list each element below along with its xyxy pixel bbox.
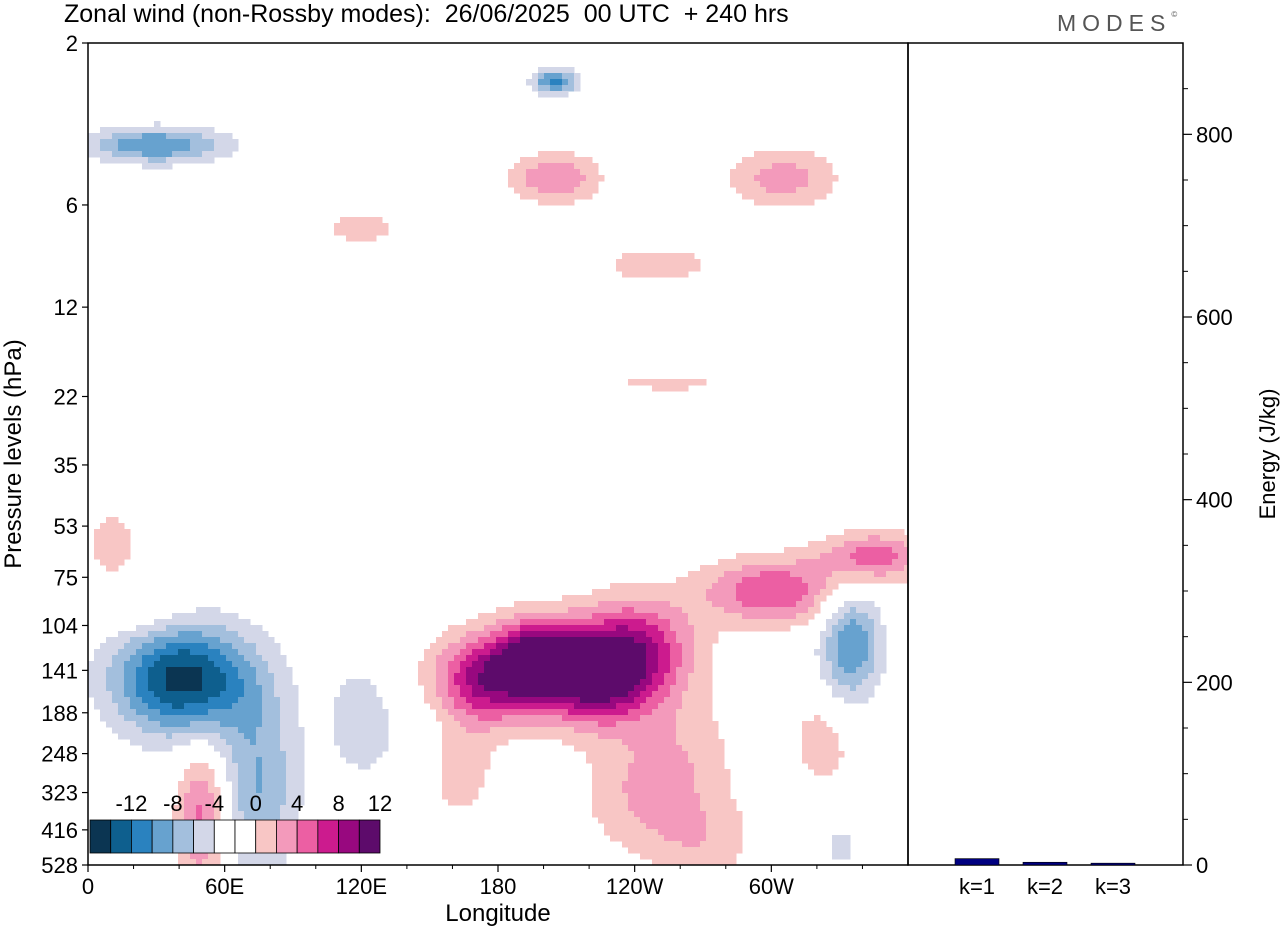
colorbar-swatch [110, 819, 132, 854]
y-tick-label: 53 [54, 514, 78, 539]
y-tick-label: 416 [41, 818, 78, 843]
x-axis-label: Longitude [445, 900, 550, 927]
x-tick-label: 60W [749, 874, 794, 899]
y-tick-label: 75 [54, 565, 78, 590]
colorbar-label: -12 [116, 791, 148, 816]
energy-category-label: k=2 [1027, 874, 1063, 899]
colorbar-swatch [172, 819, 194, 854]
colorbar-swatch [296, 819, 319, 854]
colorbar-swatch [317, 819, 339, 854]
energy-tick-label: 0 [1196, 853, 1208, 878]
x-tick-label: 180 [480, 874, 517, 899]
y-tick-label: 141 [41, 658, 78, 683]
colorbar-label: 12 [368, 791, 392, 816]
y-tick-label: 248 [41, 742, 78, 767]
colorbar-swatch [213, 819, 236, 854]
y-tick-label: 12 [54, 295, 78, 320]
y-tick-label: 323 [41, 781, 78, 806]
y-tick-label: 22 [54, 384, 78, 409]
energy-bar-k3 [1090, 862, 1136, 866]
energy-bar-k2 [1022, 861, 1068, 866]
colorbar-label: -4 [205, 791, 225, 816]
colorbar-label: -8 [163, 791, 183, 816]
energy-bars: 0 200 400 600 800 Energy (J/kg) k=1 k=2 k=3 [954, 88, 1280, 899]
y-tick-label: 35 [54, 453, 78, 478]
modes-logo: MODES© [1057, 10, 1178, 36]
colorbar-swatch [276, 819, 298, 854]
energy-tick-label: 600 [1196, 305, 1233, 330]
colorbar-swatch [193, 819, 215, 854]
y-tick-label: 104 [41, 613, 78, 638]
colorbar: -12 -8 -4 0 4 8 12 [89, 791, 392, 854]
chart-title: Zonal wind (non-Rossby modes): 26/06/202… [64, 0, 789, 28]
colorbar-swatch [131, 819, 153, 854]
colorbar-swatch [151, 819, 174, 854]
colorbar-label: 8 [332, 791, 344, 816]
energy-category-label: k=1 [959, 874, 995, 899]
x-tick-label: 60E [205, 874, 244, 899]
colorbar-swatch [338, 819, 360, 854]
x-tick-label: 120E [336, 874, 387, 899]
energy-plot-frame [907, 42, 1184, 866]
colorbar-swatch [255, 819, 277, 854]
y-tick-label: 6 [66, 193, 78, 218]
colorbar-label: 0 [250, 791, 262, 816]
energy-tick-label: 800 [1196, 122, 1233, 147]
colorbar-label: 4 [291, 791, 303, 816]
x-tick-label: 0 [82, 874, 94, 899]
energy-category-label: k=3 [1095, 874, 1131, 899]
x-tick-label: 120W [606, 874, 664, 899]
energy-tick-label: 400 [1196, 488, 1233, 513]
colorbar-swatch [358, 819, 381, 854]
colorbar-swatch [89, 819, 112, 854]
energy-tick-label: 200 [1196, 670, 1233, 695]
energy-axis-label: Energy (J/kg) [1255, 389, 1280, 520]
y-axis-label: Pressure levels (hPa) [0, 339, 27, 568]
y-tick-label: 2 [66, 31, 78, 56]
energy-bar-k1 [954, 858, 1000, 866]
colorbar-swatch [234, 819, 257, 854]
y-tick-label: 528 [41, 853, 78, 878]
wind-field [88, 67, 908, 865]
y-tick-label: 188 [41, 701, 78, 726]
